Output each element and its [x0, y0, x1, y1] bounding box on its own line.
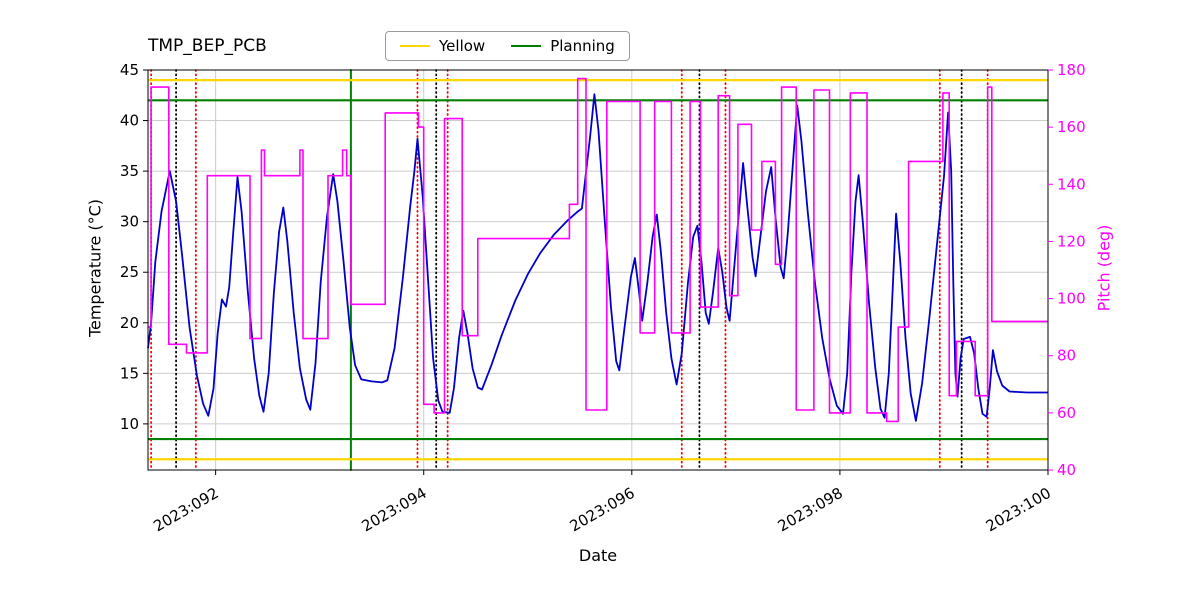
x-axis-label: Date [578, 546, 618, 565]
series-pitch [148, 77, 1048, 423]
y-tick-label-left: 30 [120, 213, 139, 231]
legend: Yellow Planning [385, 31, 630, 61]
y-tick-label-right: 180 [1057, 61, 1086, 79]
y-tick-label-left: 10 [120, 415, 139, 433]
y-tick-label-right: 140 [1057, 175, 1086, 193]
y-tick-label-left: 35 [120, 162, 139, 180]
plot-frame [147, 69, 1049, 471]
y-tick-label-right: 80 [1057, 347, 1076, 365]
y-tick-label-right: 100 [1057, 290, 1086, 308]
legend-item-planning: Planning [511, 37, 615, 55]
yellow-line-swatch [400, 45, 430, 47]
x-tick-label: 2023:096 [567, 484, 638, 536]
y-tick-label-right: 60 [1057, 404, 1076, 422]
y-tick-label-left: 40 [120, 112, 139, 130]
legend-label-yellow: Yellow [439, 37, 486, 55]
y-tick-label-left: 45 [120, 61, 139, 79]
legend-item-yellow: Yellow [400, 37, 485, 55]
x-tick-label: 2023:094 [358, 484, 429, 536]
y-tick-label-right: 120 [1057, 232, 1086, 250]
y-tick-label-left: 25 [120, 263, 139, 281]
y-tick-label-right: 40 [1057, 461, 1076, 479]
y-axis-label-left: Temperature (°C) [85, 198, 105, 338]
y-tick-label-right: 160 [1057, 118, 1086, 136]
x-tick-label: 2023:098 [775, 484, 846, 536]
y-axis-label-right: Pitch (deg) [1094, 224, 1114, 312]
x-tick-label: 2023:092 [150, 484, 221, 536]
series-temperature [147, 93, 1048, 422]
y-tick-label-left: 15 [120, 364, 139, 382]
y-tick-label-left: 20 [120, 314, 139, 332]
planning-line-swatch [511, 45, 542, 47]
chart-title: TMP_BEP_PCB [148, 36, 267, 56]
x-tick-label: 2023:100 [983, 484, 1054, 536]
legend-label-planning: Planning [550, 37, 615, 55]
